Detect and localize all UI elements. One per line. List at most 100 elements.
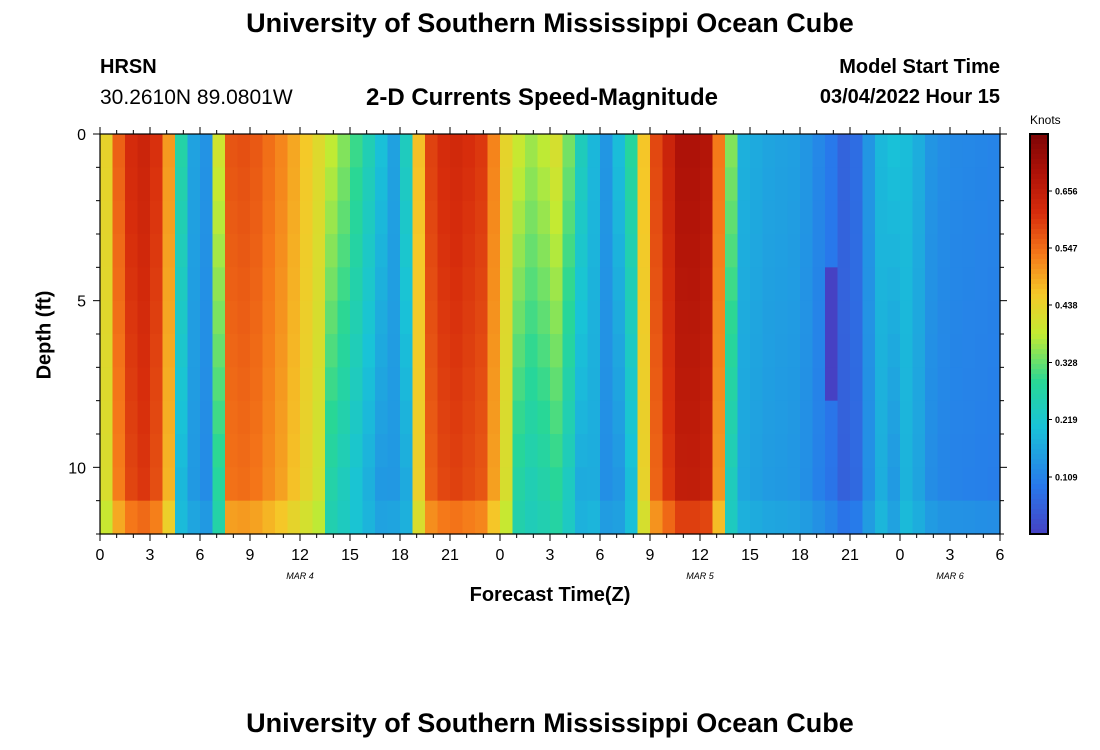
heatmap-cell: [387, 267, 401, 302]
colorbar-swatch: [1030, 314, 1048, 320]
station-coords: 30.2610N 89.0801W: [100, 86, 293, 109]
heatmap-cell: [112, 500, 126, 535]
heatmap-cell: [650, 434, 664, 468]
colorbar-swatch: [1030, 329, 1048, 335]
heatmap-cell: [325, 134, 339, 168]
heatmap-cell: [150, 434, 164, 468]
heatmap-cell: [750, 367, 764, 402]
heatmap-cell: [137, 234, 151, 268]
heatmap-cell: [712, 434, 726, 468]
heatmap-cell: [137, 167, 151, 202]
heatmap-cell: [850, 267, 864, 302]
x-tick-label: 21: [441, 547, 459, 564]
heatmap-cell: [200, 300, 214, 335]
heatmap-cell: [612, 400, 626, 435]
heatmap-cell: [887, 434, 901, 468]
heatmap-cell: [850, 367, 864, 402]
heatmap-cell: [287, 467, 301, 502]
heatmap-cell: [525, 400, 539, 435]
heatmap-cell: [712, 467, 726, 502]
heatmap-cell: [362, 234, 376, 268]
heatmap-cell: [725, 334, 739, 368]
model-start-label: Model Start Time: [839, 56, 1000, 78]
heatmap-cell: [487, 267, 501, 302]
heatmap-cell: [612, 134, 626, 168]
heatmap-cell: [712, 134, 726, 168]
heatmap-cell: [475, 367, 489, 402]
x-tick-label: 3: [946, 547, 955, 564]
heatmap-cell: [175, 167, 189, 202]
heatmap-cell: [537, 134, 551, 168]
heatmap-cell: [612, 167, 626, 202]
heatmap-cell: [212, 334, 226, 368]
heatmap-cell: [787, 400, 801, 435]
x-tick-label: 9: [646, 547, 655, 564]
heatmap-cell: [975, 267, 989, 302]
heatmap-cell: [237, 300, 251, 335]
heatmap-cell: [162, 434, 176, 468]
heatmap-cell: [925, 167, 939, 202]
heatmap-cell: [875, 134, 889, 168]
heatmap-cell: [462, 367, 476, 402]
heatmap-cell: [312, 234, 326, 268]
heatmap-cell: [462, 500, 476, 535]
heatmap-cell: [562, 267, 576, 302]
colorbar-unit: Knots: [1030, 113, 1061, 127]
heatmap-cell: [187, 334, 201, 368]
heatmap-cell: [362, 467, 376, 502]
heatmap-cell: [700, 467, 714, 502]
heatmap-cell: [162, 400, 176, 435]
heatmap-cell: [712, 200, 726, 235]
heatmap-cell: [662, 434, 676, 468]
heatmap-cell: [400, 167, 414, 202]
heatmap-cell: [912, 167, 926, 202]
colorbar-swatch: [1030, 379, 1048, 385]
x-tick-label: 12: [691, 547, 709, 564]
colorbar-swatch: [1030, 494, 1048, 500]
heatmap-cell: [962, 300, 976, 335]
heatmap-cell: [737, 267, 751, 302]
y-tick-label: 5: [77, 294, 86, 311]
heatmap-cell: [812, 434, 826, 468]
heatmap-cell: [525, 467, 539, 502]
colorbar-swatch: [1030, 349, 1048, 355]
heatmap-cell: [450, 334, 464, 368]
heatmap-cell: [500, 467, 514, 502]
heatmap-cell: [125, 400, 139, 435]
heatmap-cell: [812, 467, 826, 502]
heatmap-cell: [562, 500, 576, 535]
heatmap-cell: [650, 300, 664, 335]
heatmap-cell: [600, 167, 614, 202]
heatmap-cell: [562, 134, 576, 168]
heatmap-cell: [537, 267, 551, 302]
heatmap-cell: [950, 434, 964, 468]
heatmap-cell: [250, 434, 264, 468]
heatmap-cell: [412, 367, 426, 402]
heatmap-cell: [600, 434, 614, 468]
heatmap-cell: [112, 267, 126, 302]
heatmap-cell: [812, 134, 826, 168]
colorbar-swatch: [1030, 304, 1048, 310]
heatmap-cell: [525, 167, 539, 202]
heatmap-cell: [262, 234, 276, 268]
heatmap-cell: [837, 300, 851, 335]
heatmap-cell: [350, 300, 364, 335]
heatmap-cell: [650, 234, 664, 268]
heatmap-cell: [350, 134, 364, 168]
heatmap-cell: [712, 500, 726, 535]
heatmap-cell: [150, 200, 164, 235]
heatmap-cell: [750, 500, 764, 535]
heatmap-cell: [912, 367, 926, 402]
heatmap-cell: [912, 334, 926, 368]
heatmap-cell: [287, 500, 301, 535]
heatmap-cell: [950, 300, 964, 335]
heatmap-cell: [812, 334, 826, 368]
heatmap-cell: [825, 167, 839, 202]
page-title: University of Southern Mississippi Ocean…: [246, 8, 854, 38]
heatmap-cell: [700, 200, 714, 235]
heatmap-cell: [762, 300, 776, 335]
heatmap-cell: [825, 334, 839, 368]
colorbar-swatch: [1030, 454, 1048, 460]
colorbar-swatch: [1030, 274, 1048, 280]
heatmap-cell: [437, 400, 451, 435]
